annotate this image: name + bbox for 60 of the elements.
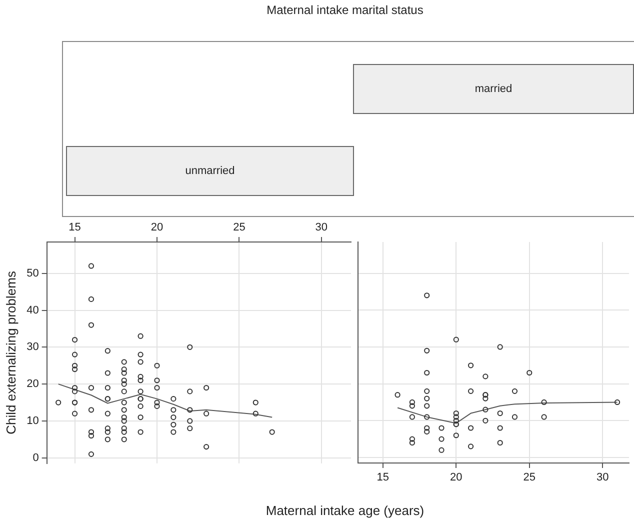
point (482, 374, 488, 380)
point (541, 399, 547, 406)
point (453, 410, 459, 416)
y-tick-label: 40 (26, 304, 39, 316)
point (497, 425, 503, 431)
x-tick-label: 25 (233, 221, 246, 234)
x-tick-label: 30 (315, 221, 328, 234)
point (468, 362, 474, 368)
point (482, 418, 488, 424)
point (497, 344, 503, 350)
point (614, 399, 620, 406)
point (453, 418, 459, 424)
point (394, 392, 400, 398)
point (424, 388, 430, 394)
point (482, 406, 488, 412)
y-tick-label: 0 (32, 452, 39, 464)
y-axis-title: Child externalizing problems (3, 270, 18, 434)
point (409, 436, 415, 442)
point (468, 444, 474, 450)
point (424, 425, 430, 431)
point (453, 414, 459, 420)
point (409, 403, 415, 409)
point (424, 348, 430, 354)
x-tick-label: 15 (68, 221, 81, 234)
point (424, 292, 430, 298)
y-tick-label: 30 (26, 341, 39, 354)
x-tick-label: 25 (523, 472, 536, 484)
point (541, 414, 547, 420)
text: Maternal intake marital status (266, 3, 424, 17)
point (424, 396, 430, 402)
point (409, 399, 415, 406)
y-tick-label: 20 (26, 378, 39, 390)
level-box: married (353, 64, 634, 114)
x-tick-label: 30 (596, 472, 609, 484)
point (438, 436, 444, 442)
point (453, 336, 459, 342)
x-axis-title: Maternal intake age (years) (264, 503, 426, 518)
point (497, 440, 503, 446)
point (453, 432, 459, 438)
x-tick-label: 20 (450, 472, 462, 484)
x-tick-label: 15 (376, 472, 390, 484)
point (424, 428, 430, 434)
x-tick-label: 20 (150, 221, 164, 234)
level-box: unmarried (66, 146, 354, 196)
point (424, 414, 430, 420)
point (409, 414, 415, 420)
point (468, 388, 474, 394)
y-tick-label: 50 (26, 267, 39, 280)
point (409, 440, 415, 446)
point (512, 414, 518, 420)
point (482, 396, 488, 402)
point (438, 447, 444, 453)
y-tick-label: 10 (26, 414, 39, 427)
point (526, 370, 532, 376)
point (497, 410, 503, 416)
point (512, 388, 518, 394)
point (468, 425, 474, 431)
point (424, 403, 430, 409)
point (438, 425, 444, 431)
point (424, 370, 430, 376)
